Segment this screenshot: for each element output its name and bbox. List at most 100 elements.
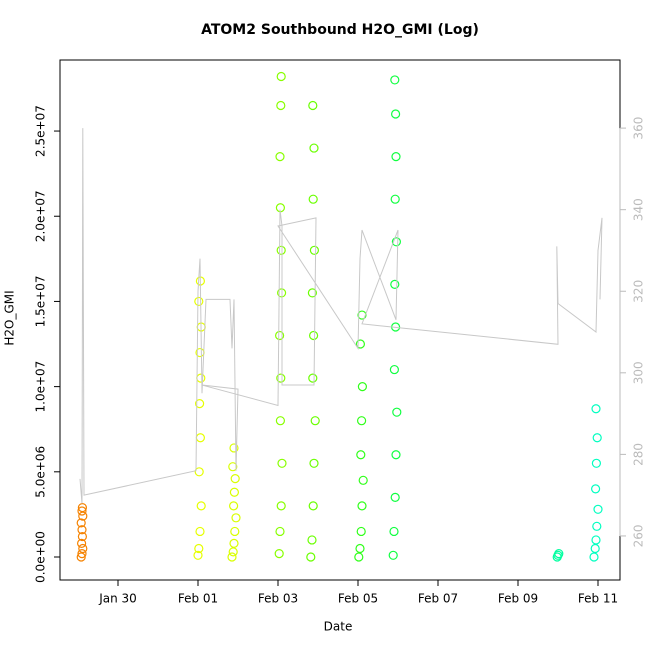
data-point [391,237,401,247]
data-point [77,525,87,535]
data-point [591,535,601,545]
data-point [276,245,286,255]
data-point [276,501,286,511]
data-point [590,543,600,554]
data-point [392,407,402,417]
data-point [388,550,398,560]
data-point [76,552,86,562]
data-point [306,552,316,562]
data-point [193,550,203,560]
data-point [590,484,601,494]
data-point [357,310,367,320]
y-axis-label: H2O_GMI [3,290,17,345]
data-point [196,501,206,511]
data-point [391,450,401,460]
data-point [275,152,285,162]
data-point [307,288,317,298]
data-point [592,521,602,531]
y2-tick-label: 280 [632,443,646,466]
data-point [228,462,238,472]
data-point [308,373,318,383]
data-point [228,547,238,557]
data-point [274,548,284,559]
data-point [391,109,401,119]
data-point [390,492,400,502]
data-point [229,538,239,548]
data-point [358,475,368,485]
data-point [77,506,87,516]
data-point [390,75,400,85]
data-point [194,543,204,554]
x-tick-label: Feb 09 [498,592,538,606]
y2-tick-label: 300 [632,361,646,384]
line-series [79,128,603,504]
y2-tick-label: 260 [632,524,646,547]
data-point [77,531,88,542]
y-tick-label: 1.5e+07 [34,276,48,328]
data-point [194,467,204,477]
y2-tick-label: 360 [632,117,646,140]
data-point [227,552,237,562]
data-point [356,450,366,460]
data-point [589,552,599,562]
x-tick-label: Feb 07 [418,592,458,606]
x-tick-label: Feb 01 [178,592,218,606]
data-point [229,443,239,453]
data-point [195,433,205,443]
data-point [196,373,206,383]
data-point [276,100,286,111]
data-point [357,501,367,511]
data-point [76,518,86,528]
data-point [229,501,239,511]
y2-tick-label: 320 [632,280,646,303]
data-point [307,535,317,545]
data-point [357,382,367,392]
data-point [309,143,319,153]
data-point [275,526,285,537]
data-point [308,100,318,111]
data-point [194,296,204,307]
data-point [275,330,285,341]
data-point [277,458,287,468]
data-point [309,458,319,468]
data-point [77,502,88,513]
chart-title: ATOM2 Southbound H2O_GMI (Log) [201,22,479,38]
y2-tick-label: 340 [632,198,646,221]
x-tick-label: Feb 11 [578,592,618,606]
data-point [276,71,286,82]
y-tick-label: 2.0e+07 [34,190,48,242]
data-point [389,526,399,537]
data-point [355,543,365,554]
data-point [591,458,602,468]
data-point [391,152,401,162]
x-tick-label: Jan 30 [98,592,137,606]
y-tick-label: 5.0e+06 [34,446,48,498]
y-tick-label: 1.0e+07 [34,361,48,413]
data-point [231,513,241,523]
data-point [77,548,87,559]
data-point [554,548,564,559]
data-point [275,416,285,426]
y-tick-label: 0.0e+00 [34,531,48,583]
data-point [592,433,602,443]
data-point [593,504,603,514]
data-point [76,538,87,548]
data-point [310,416,320,426]
data-point [390,194,400,204]
data-point [390,279,400,289]
data-point [355,339,365,349]
data-point [356,526,366,537]
x-tick-label: Feb 05 [338,592,378,606]
y-tick-label: 2.5e+07 [34,105,48,157]
data-point [389,364,399,375]
data-point [276,373,286,383]
x-tick-label: Feb 03 [258,592,298,606]
data-point [308,194,318,204]
data-point [309,330,319,341]
data-point [229,487,239,497]
data-point [78,543,88,554]
data-point [591,404,601,414]
data-point [308,501,318,511]
data-point [354,552,364,562]
data-point [230,474,240,484]
